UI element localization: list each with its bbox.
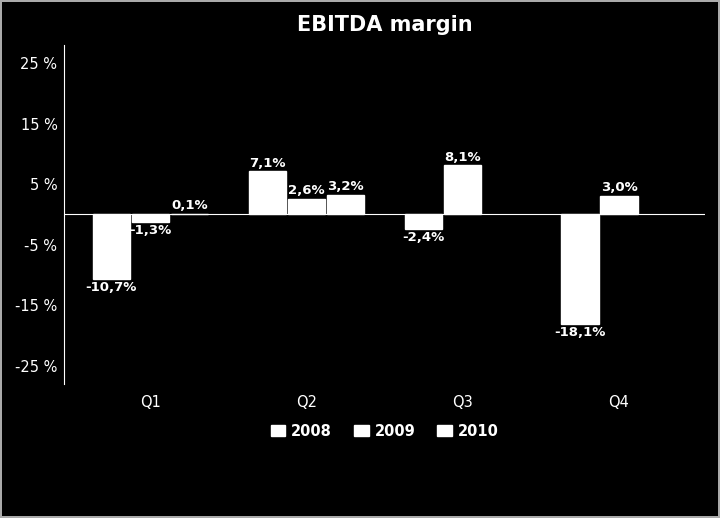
Text: 3,0%: 3,0% (600, 181, 637, 194)
Bar (444, 165, 482, 214)
Bar (93, 214, 130, 279)
Text: 7,1%: 7,1% (249, 156, 286, 169)
Text: 3,2%: 3,2% (328, 180, 364, 193)
Title: EBITDA margin: EBITDA margin (297, 15, 472, 35)
Bar (132, 214, 168, 222)
Text: -10,7%: -10,7% (86, 281, 137, 294)
Text: 0,1%: 0,1% (171, 199, 207, 212)
Text: -2,4%: -2,4% (402, 231, 445, 244)
Text: -18,1%: -18,1% (554, 326, 606, 339)
Bar (288, 199, 325, 214)
Legend: 2008, 2009, 2010: 2008, 2009, 2010 (265, 418, 504, 444)
Bar (562, 214, 598, 324)
Bar (249, 171, 286, 214)
Bar (327, 195, 364, 214)
Text: -1,3%: -1,3% (129, 224, 171, 237)
Bar (600, 196, 638, 214)
Bar (405, 214, 442, 229)
Text: 2,6%: 2,6% (288, 184, 325, 197)
Text: 8,1%: 8,1% (444, 151, 481, 164)
